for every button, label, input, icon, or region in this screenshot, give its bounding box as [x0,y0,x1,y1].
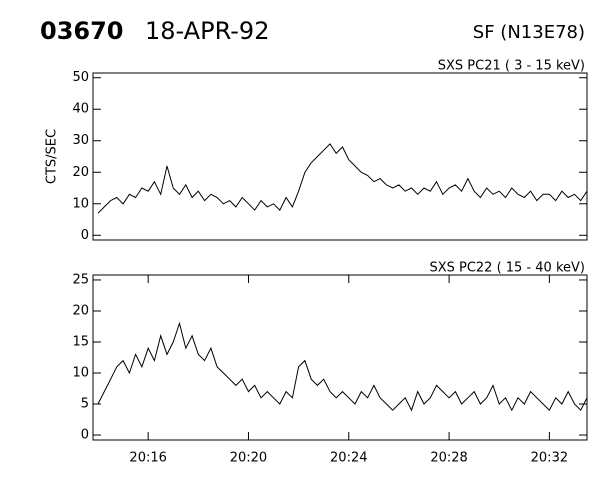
x-tick-label: 20:20 [230,451,267,466]
x-tick-label: 20:16 [129,451,166,466]
x-tick-label: 20:28 [430,451,467,466]
plot-frame [92,274,588,441]
y-tick-label: 15 [72,334,89,349]
date: 18-APR-92 [145,17,269,45]
panel-title: SXS PC22 ( 15 - 40 keV) [429,261,585,276]
y-tick-label: 5 [81,397,89,412]
data-line [97,321,588,412]
plot-frame [92,72,588,241]
flare-id: SF (N13E78) [473,22,585,43]
y-tick-label: 0 [81,228,89,243]
y-tick-label: 40 [72,102,89,117]
y-tick-label: 10 [72,196,89,211]
data-line [97,143,588,214]
panel-title: SXS PC21 ( 3 - 15 keV) [438,59,585,74]
y-tick-label: 25 [72,272,89,287]
x-tick-label: 20:24 [330,451,367,466]
y-tick-label: 20 [72,165,89,180]
y-tick-label: 30 [72,133,89,148]
y-tick-label: 20 [72,303,89,318]
y-tick-label: 50 [72,70,89,85]
x-tick-label: 20:32 [531,451,568,466]
event-id: 03670 [40,17,124,45]
y-tick-label: 10 [72,366,89,381]
y-tick-label: 0 [81,428,89,443]
y-axis-label: CTS/SEC [45,129,60,184]
